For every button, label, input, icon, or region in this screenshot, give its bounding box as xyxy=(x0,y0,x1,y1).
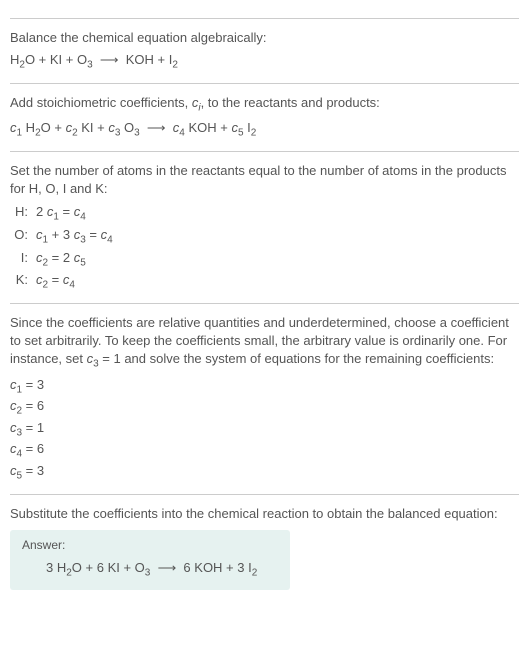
coefficient-list: c1 = 3 c2 = 6 c3 = 1 c4 = 6 c5 = 3 xyxy=(10,376,519,484)
atom-row: O: c1 + 3 c3 = c4 xyxy=(10,225,519,248)
solve-text: Since the coefficients are relative quan… xyxy=(10,314,519,372)
atom-row: I: c2 = 2 c5 xyxy=(10,248,519,271)
atom-row: K: c2 = c4 xyxy=(10,270,519,293)
atom-equation: c2 = c4 xyxy=(36,270,519,293)
section-problem: Balance the chemical equation algebraica… xyxy=(10,18,519,73)
coefficient-line: c1 = 3 xyxy=(10,376,519,398)
atom-row: H: 2 c1 = c4 xyxy=(10,202,519,225)
atom-equation: c2 = 2 c5 xyxy=(36,248,519,271)
atom-label: K: xyxy=(10,270,36,293)
atom-label: I: xyxy=(10,248,36,271)
coefficient-line: c2 = 6 xyxy=(10,397,519,419)
atom-label: H: xyxy=(10,202,36,225)
section-atoms: Set the number of atoms in the reactants… xyxy=(10,151,519,293)
atom-label: O: xyxy=(10,225,36,248)
section-solve: Since the coefficients are relative quan… xyxy=(10,303,519,484)
answer-intro-text: Substitute the coefficients into the che… xyxy=(10,505,519,523)
coefficient-line: c5 = 3 xyxy=(10,462,519,484)
problem-equation: H2O + KI + O3 ⟶ KOH + I2 xyxy=(10,50,519,73)
answer-box: Answer: 3 H2O + 6 KI + O3 ⟶ 6 KOH + 3 I2 xyxy=(10,530,290,591)
answer-label: Answer: xyxy=(22,538,278,552)
answer-equation: 3 H2O + 6 KI + O3 ⟶ 6 KOH + 3 I2 xyxy=(22,558,278,581)
problem-text: Balance the chemical equation algebraica… xyxy=(10,29,519,47)
coefficient-line: c3 = 1 xyxy=(10,419,519,441)
atoms-text: Set the number of atoms in the reactants… xyxy=(10,162,519,198)
atoms-table: H: 2 c1 = c4 O: c1 + 3 c3 = c4 I: c2 = 2… xyxy=(10,202,519,292)
coefficient-line: c4 = 6 xyxy=(10,440,519,462)
stoich-text: Add stoichiometric coefficients, ci, to … xyxy=(10,94,519,116)
section-stoichiometric: Add stoichiometric coefficients, ci, to … xyxy=(10,83,519,141)
stoich-equation: c1 H2O + c2 KI + c3 O3 ⟶ c4 KOH + c5 I2 xyxy=(10,118,519,141)
atom-equation: c1 + 3 c3 = c4 xyxy=(36,225,519,248)
section-answer: Substitute the coefficients into the che… xyxy=(10,494,519,591)
atom-equation: 2 c1 = c4 xyxy=(36,202,519,225)
